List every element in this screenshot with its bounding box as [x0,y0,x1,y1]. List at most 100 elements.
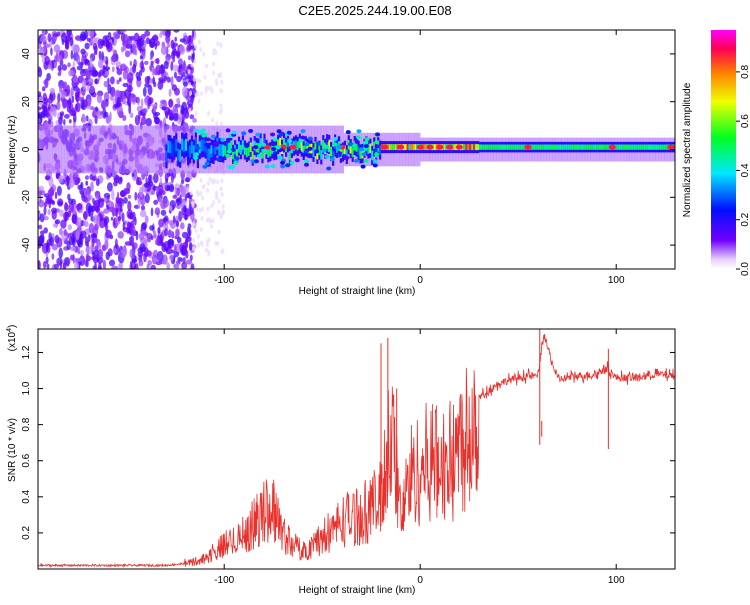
heat-cell [206,85,210,91]
snr-series-line [38,333,675,568]
heat-cell [315,141,321,146]
heat-cell [647,144,650,150]
heat-cell [55,55,62,63]
heat-cell [139,209,147,218]
heat-cell [73,85,79,92]
heat-cell [361,152,367,157]
heat-cell [204,142,210,147]
heat-cell [79,255,86,267]
heat-cell [220,178,224,184]
heat-cell [174,36,177,42]
heat-cell [150,55,153,61]
heat-cell [95,178,100,187]
heat-cell [116,96,122,107]
heat-cell [171,84,177,91]
heat-cell [38,66,42,73]
heat-cell [122,115,127,121]
heat-cell [286,138,290,148]
heat-cell [412,144,415,151]
heat-cell [224,145,227,156]
heat-cell [374,152,380,157]
heat-cell [86,84,90,92]
heat-cell [192,76,196,82]
heat-cell [244,143,250,148]
heat-cell [345,130,351,135]
heat-cell [641,144,644,150]
heat-cell [68,119,72,124]
heat-cell [178,64,183,70]
heat-cell [122,69,128,80]
heat-cell [80,181,84,190]
colorbar-tick-label: 0.2 [740,212,750,226]
y-tick-label: -20 [21,190,32,205]
heat-cell [201,195,205,201]
heat-cell [171,144,174,157]
heat-cell [372,159,378,163]
heat-cell [364,137,370,142]
heat-cell [337,144,343,149]
spectrogram-panel: -100 0 100 -40 -20 0 20 40 Height of straight l… [7,29,676,297]
heat-cell [57,71,62,77]
heat-cell [300,129,306,134]
heat-cell [250,159,256,164]
colorbar-ticks: 0.0 0.2 0.4 0.6 0.8 [736,64,750,276]
heat-cell [149,37,156,48]
heat-cell [89,86,95,94]
heat-cell [132,63,137,73]
heat-cell [355,142,358,152]
heat-cell [232,149,235,160]
heat-cell [88,64,93,71]
heat-cell [56,31,61,37]
heat-cell [159,197,163,206]
heat-cell [110,76,115,85]
heat-cell [67,125,71,174]
heat-cell [667,144,675,150]
heat-cell [298,138,304,143]
heat-cell [57,92,61,103]
heat-cell [138,259,144,267]
heat-cell [363,140,369,145]
heat-cell [187,223,192,230]
heat-cell [193,59,197,65]
heat-cell [67,224,73,231]
heat-cell [547,144,550,150]
snr-multiplier: (x104) [6,325,18,352]
heat-cell [221,204,225,209]
heat-cell [185,95,191,101]
heat-cell [107,83,112,94]
heat-cell [143,253,147,263]
heat-cell [210,88,214,94]
heat-cell [194,152,199,157]
heat-cell [256,154,262,158]
heat-cell [179,194,182,205]
heat-cell [332,136,338,141]
heat-cell [214,50,218,56]
heat-cell [132,125,136,174]
heat-cell [304,159,310,164]
heat-cell [173,64,179,72]
heat-cell [97,265,102,269]
heat-cell [498,144,501,150]
heat-cell [199,227,203,233]
colorbar-tick-label: 0.4 [740,163,750,177]
heat-cell [545,144,548,150]
heat-cell [97,241,102,250]
heat-cell [214,142,217,155]
heat-cell [622,144,625,150]
heat-cell [533,144,537,150]
heat-cell [40,35,47,43]
heat-cell [103,66,111,71]
heat-cell [134,191,138,201]
heat-cell [210,145,213,158]
heat-cell [179,38,186,43]
heat-cell [51,253,55,260]
heat-cell [649,144,652,150]
heat-cell [137,115,141,120]
heat-cell [123,197,128,204]
heat-cell [216,41,220,47]
heat-cell [66,232,70,240]
heat-cell [129,212,134,220]
heat-cell [68,198,74,205]
heat-cell [92,42,98,51]
heat-cell [192,83,197,90]
